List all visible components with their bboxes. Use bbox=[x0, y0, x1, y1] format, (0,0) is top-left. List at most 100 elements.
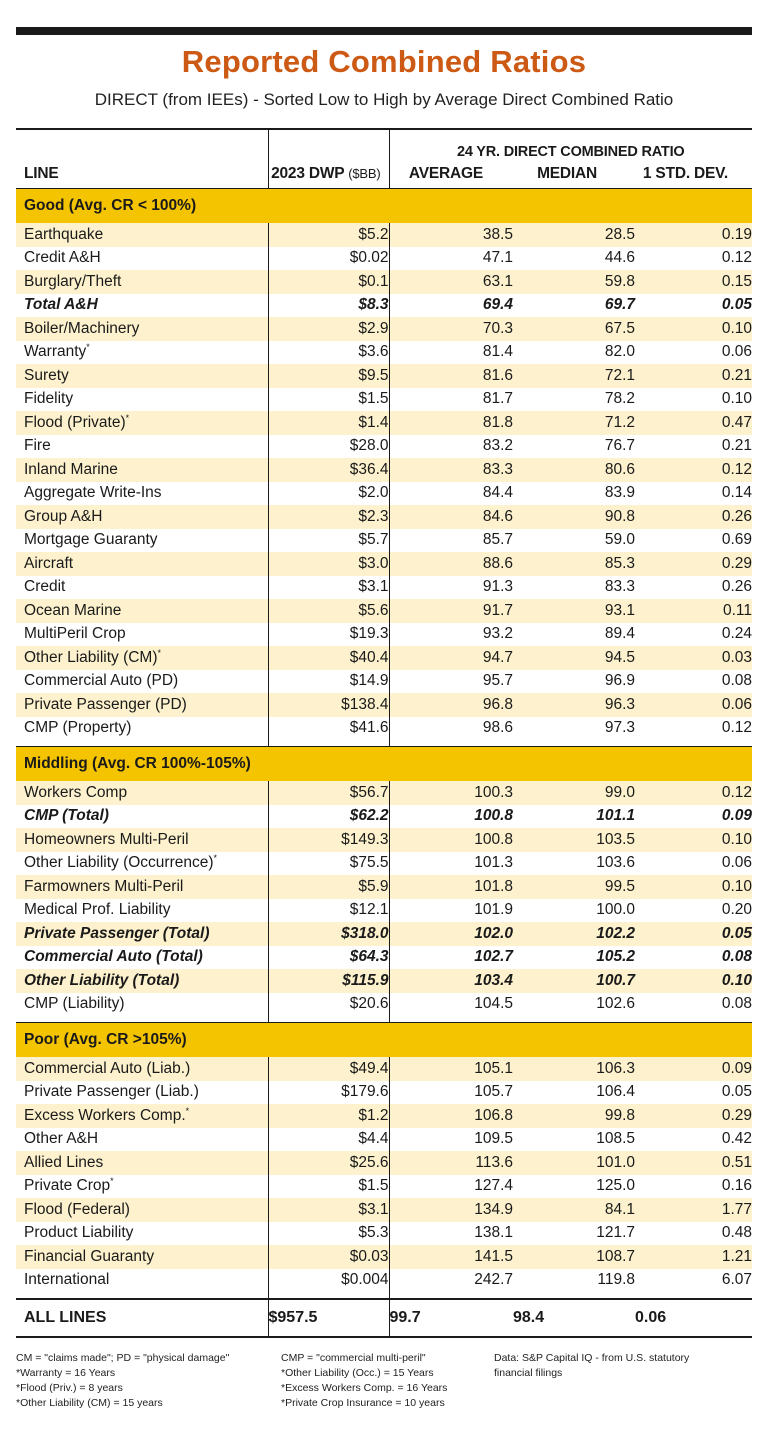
average-value: 109.5 bbox=[474, 1130, 513, 1148]
median-value: 105.2 bbox=[596, 948, 635, 966]
median-value: 106.3 bbox=[513, 1057, 635, 1081]
std-dev-value: 0.11 bbox=[635, 599, 752, 623]
average-value: 70.3 bbox=[389, 317, 513, 341]
section-header: Poor (Avg. CR >105%) bbox=[16, 1022, 752, 1057]
footnote-marker: * bbox=[86, 342, 90, 353]
line-name: Fidelity bbox=[16, 387, 269, 411]
line-name: Flood (Federal) bbox=[16, 1198, 269, 1222]
table-row: Private Passenger (Liab.) $179.6 105.7 106.… bbox=[16, 1080, 752, 1104]
std-dev-value: 0.12 bbox=[721, 249, 752, 267]
dwp-value: $5.2 bbox=[268, 223, 390, 247]
table-row: Product Liability $5.3 138.1 121.7 0.48 bbox=[16, 1221, 752, 1245]
table-row: CMP (Total) $62.2 100.8 101.1 0.09 bbox=[16, 804, 752, 828]
table-row: Aircraft $3.0 88.6 85.3 0.29 bbox=[16, 552, 752, 576]
median-value: 99.8 bbox=[513, 1104, 635, 1128]
average-value: 88.6 bbox=[389, 552, 513, 576]
line-name: Excess Workers Comp.* bbox=[16, 1104, 269, 1128]
average-value: 103.4 bbox=[389, 969, 513, 993]
line-label: Other Liability (CM) bbox=[24, 648, 158, 666]
total-std-dev: 0.06 bbox=[635, 1298, 752, 1337]
average-value: 81.8 bbox=[389, 411, 513, 435]
average-value: 113.6 bbox=[389, 1151, 513, 1175]
dwp-value: $1.5 bbox=[268, 1174, 390, 1198]
table-row: CMP (Property) $41.6 98.6 97.3 0.12 bbox=[16, 716, 752, 740]
average-value: 63.1 bbox=[389, 270, 513, 294]
line-name: Boiler/Machinery bbox=[16, 317, 269, 341]
table-row: Other Liability (Total) $115.9 103.4 100.7 0… bbox=[16, 969, 752, 993]
dwp-value: $3.1 bbox=[268, 575, 390, 599]
table-row: Surety $9.5 81.6 72.1 0.21 bbox=[16, 364, 752, 388]
dwp-value: $56.7 bbox=[268, 781, 390, 805]
std-dev-value: 0.24 bbox=[721, 625, 752, 643]
median-value: 85.3 bbox=[513, 552, 635, 576]
dwp-value: $0.03 bbox=[268, 1245, 390, 1269]
line-label: Flood (Private) bbox=[24, 413, 126, 431]
average-value: 81.7 bbox=[482, 390, 513, 408]
median-value: 102.6 bbox=[596, 995, 635, 1013]
table-row: Excess Workers Comp.* $1.2 106.8 99.8 0.29 bbox=[16, 1104, 752, 1128]
median-value: 59.0 bbox=[604, 531, 635, 549]
line-name: International bbox=[16, 1268, 269, 1292]
dwp-value: $40.4 bbox=[268, 646, 390, 670]
average-value: 100.8 bbox=[474, 807, 513, 825]
std-dev-value: 0.42 bbox=[721, 1130, 752, 1148]
total-average: 99.7 bbox=[389, 1298, 513, 1337]
average-value: 98.6 bbox=[482, 719, 513, 737]
line-name: Earthquake bbox=[16, 223, 269, 247]
footnote-marker: * bbox=[213, 853, 218, 864]
std-dev-value: 0.29 bbox=[635, 552, 752, 576]
line-name: Credit bbox=[16, 575, 269, 599]
median-value: 99.5 bbox=[513, 875, 635, 899]
std-dev-value: 0.08 bbox=[721, 672, 752, 690]
total-dwp: $957.5 bbox=[268, 1298, 390, 1337]
section-spacer bbox=[16, 1292, 752, 1299]
spacer-cell bbox=[635, 1292, 752, 1299]
std-dev-value: 0.06 bbox=[721, 343, 752, 361]
line-name: Credit A&H bbox=[16, 246, 269, 270]
table-row: Burglary/Theft $0.1 63.1 59.8 0.15 bbox=[16, 270, 752, 294]
dwp-value: $8.3 bbox=[268, 293, 390, 317]
average-value: 96.8 bbox=[389, 693, 513, 717]
line-label: Homeowners Multi-Peril bbox=[24, 830, 189, 848]
dwp-value: $149.3 bbox=[268, 828, 390, 852]
average-value: 127.4 bbox=[474, 1177, 513, 1195]
dwp-value: $5.3 bbox=[268, 1221, 390, 1245]
line-label: Excess Workers Comp. bbox=[24, 1106, 186, 1124]
median-value: 94.5 bbox=[513, 646, 635, 670]
line-label: Group A&H bbox=[24, 507, 103, 525]
section-header: Good (Avg. CR < 100%) bbox=[16, 188, 752, 223]
section-title: Good (Avg. CR < 100%) bbox=[16, 188, 752, 223]
line-name: Commercial Auto (Total) bbox=[16, 945, 269, 969]
table-row: Earthquake $5.2 38.5 28.5 0.19 bbox=[16, 223, 752, 247]
std-dev-value: 0.10 bbox=[635, 317, 752, 341]
dwp-value: $62.2 bbox=[268, 804, 390, 828]
median-value: 102.2 bbox=[513, 922, 635, 946]
std-dev-value: 0.08 bbox=[721, 995, 752, 1013]
table-row: Warranty* $3.6 81.4 82.0 0.06 bbox=[16, 340, 752, 364]
line-label: CMP (Property) bbox=[24, 719, 132, 737]
section-title: Poor (Avg. CR >105%) bbox=[16, 1022, 752, 1057]
line-name: Commercial Auto (Liab.) bbox=[16, 1057, 269, 1081]
median-value: 78.2 bbox=[604, 390, 635, 408]
average-value: 95.7 bbox=[482, 672, 513, 690]
header-std-dev: 1 STD. DEV. bbox=[635, 160, 752, 189]
table-row: Private Crop* $1.5 127.4 125.0 0.16 bbox=[16, 1174, 752, 1198]
line-label: Commercial Auto (Total) bbox=[24, 948, 203, 966]
average-value: 81.6 bbox=[389, 364, 513, 388]
dwp-value: $28.0 bbox=[268, 434, 390, 458]
spacer-cell bbox=[16, 1016, 269, 1023]
line-label: CMP (Total) bbox=[24, 807, 109, 825]
line-label: Fidelity bbox=[24, 390, 74, 408]
line-label: Fire bbox=[24, 437, 51, 455]
table-row: Private Passenger (Total) $318.0 102.0 102.… bbox=[16, 922, 752, 946]
line-name: Total A&H bbox=[16, 293, 269, 317]
median-value: 83.9 bbox=[604, 484, 635, 502]
footnote-line: Data: S&P Capital IQ - from U.S. statuto… bbox=[494, 1352, 690, 1364]
section-spacer bbox=[16, 1016, 752, 1023]
line-label: Private Crop bbox=[24, 1177, 111, 1195]
median-value: 108.5 bbox=[596, 1130, 635, 1148]
median-value: 101.0 bbox=[513, 1151, 635, 1175]
table-row: Homeowners Multi-Peril $149.3 100.8 103.5 0.… bbox=[16, 828, 752, 852]
dwp-value: $2.9 bbox=[268, 317, 390, 341]
footnote-marker: * bbox=[157, 647, 162, 658]
